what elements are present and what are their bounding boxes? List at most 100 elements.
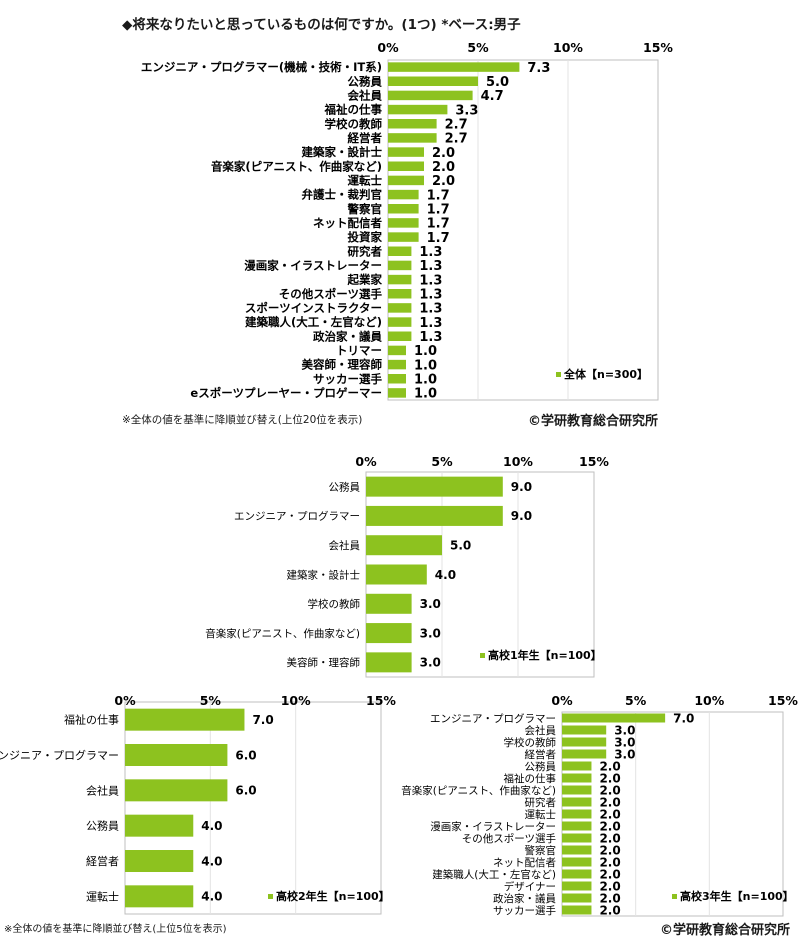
- value-label: 1.3: [419, 245, 442, 260]
- bar: [388, 374, 406, 384]
- note-bottom: ※全体の値を基準に降順並び替え(上位5位を表示): [4, 924, 227, 935]
- value-label: 2.0: [432, 146, 455, 161]
- value-label: 3.0: [420, 656, 441, 670]
- bar: [366, 623, 412, 644]
- bar: [366, 652, 412, 673]
- bar: [388, 147, 424, 157]
- category-label: 美容師・理容師: [302, 358, 383, 372]
- copyright-bottom: ©学研教育総合研究所: [660, 923, 791, 938]
- value-label: 7.3: [527, 61, 550, 76]
- category-label: 建築家・設計士: [302, 145, 383, 159]
- value-label: 2.7: [445, 117, 468, 132]
- value-label: 1.7: [427, 231, 450, 246]
- value-label: 7.0: [673, 711, 694, 725]
- value-label: 3.0: [614, 747, 635, 761]
- bar: [388, 189, 419, 200]
- tick-label: 10%: [503, 454, 533, 469]
- tick-label: 0%: [114, 693, 136, 708]
- bar: [366, 476, 503, 497]
- category-label: デザイナー: [504, 880, 556, 893]
- value-label: 3.0: [420, 597, 441, 611]
- bar: [125, 744, 228, 766]
- bar: [125, 850, 194, 872]
- category-label: 経営者: [525, 748, 557, 761]
- category-label: 美容師・理容師: [287, 656, 361, 669]
- bar: [388, 232, 419, 242]
- bar: [388, 104, 448, 115]
- category-label: 研究者: [525, 796, 557, 809]
- chart-3: 0% 5% 10% 15% 福祉の仕事 7.0 エンジニア・プログラマー 6.0 会社員 6.0 公…: [0, 693, 396, 915]
- bar: [562, 725, 607, 735]
- tick-label: 5%: [200, 693, 222, 708]
- value-label: 1.3: [419, 287, 442, 302]
- value-label: 2.0: [599, 903, 620, 917]
- category-label: ネット配信者: [493, 857, 556, 869]
- bar: [125, 814, 194, 837]
- category-label: 警察官: [347, 202, 383, 216]
- category-label: 政治家・議員: [493, 892, 556, 905]
- tick-label: 15%: [768, 693, 798, 708]
- legend-swatch: [672, 894, 677, 899]
- chart-4: 0% 5% 10% 15% エンジニア・プログラマー 7.0 会社員 3.0 学校の教師 3.0 経…: [401, 693, 798, 917]
- bar: [388, 161, 424, 171]
- bar: [366, 535, 442, 556]
- category-label: 音楽家(ピアニスト、作曲家など): [211, 159, 382, 173]
- bar: [388, 62, 520, 72]
- category-label: その他スポーツ選手: [279, 287, 383, 301]
- category-label: 会社員: [525, 724, 557, 737]
- value-label: 1.3: [419, 302, 442, 317]
- bar: [388, 274, 412, 285]
- bar: [125, 779, 228, 802]
- value-label: 4.0: [201, 890, 222, 904]
- tick-label: 15%: [366, 693, 396, 708]
- bar: [562, 893, 592, 903]
- copyright-top: ©学研教育総合研究所: [528, 414, 659, 429]
- bar: [562, 761, 592, 771]
- bar: [562, 785, 592, 795]
- chart-2: 0% 5% 10% 15% 公務員 9.0 エンジニア・プログラマー 9.0 会社員 5.0 建築家…: [205, 454, 609, 678]
- value-label: 4.0: [435, 568, 456, 582]
- category-label: 起業家: [347, 273, 383, 287]
- bar: [388, 303, 412, 313]
- category-label: エンジニア・プログラマー: [0, 748, 119, 762]
- tick-label: 10%: [281, 693, 311, 708]
- value-label: 5.0: [450, 539, 471, 553]
- bar: [562, 821, 592, 831]
- value-label: 2.7: [445, 132, 468, 147]
- category-label: 公務員: [348, 74, 383, 88]
- value-label: 6.0: [235, 784, 256, 798]
- value-label: 4.0: [201, 819, 222, 833]
- legend-label: 高校2年生【n=100】: [276, 889, 390, 903]
- tick-label: 0%: [377, 40, 399, 55]
- bar: [562, 749, 607, 759]
- value-label: 1.7: [427, 217, 450, 232]
- category-label: 漫画家・イラストレーター: [430, 820, 556, 833]
- category-label: 会社員: [86, 783, 119, 797]
- tick-label: 0%: [551, 693, 573, 708]
- bar: [388, 289, 412, 299]
- category-label: 学校の教師: [504, 736, 557, 749]
- tick-label: 15%: [643, 40, 673, 55]
- legend-label: 高校3年生【n=100】: [680, 889, 794, 903]
- category-label: 経営者: [86, 854, 119, 868]
- bar: [388, 204, 419, 214]
- value-label: 3.0: [614, 723, 635, 737]
- bar: [562, 797, 592, 807]
- bar: [562, 737, 607, 747]
- value-label: 1.0: [414, 372, 437, 387]
- legend-label: 高校1年生【n=100】: [488, 648, 602, 662]
- tick-label: 5%: [625, 693, 647, 708]
- category-label: 投資家: [348, 230, 383, 244]
- category-label: 建築職人(大工・左官など): [432, 868, 556, 881]
- bar: [388, 175, 424, 186]
- bar: [366, 505, 503, 526]
- category-label: 研究者: [348, 244, 383, 258]
- bar: [388, 260, 412, 271]
- category-label: 漫画家・イラストレーター: [244, 259, 382, 273]
- category-label: 運転士: [348, 174, 383, 188]
- category-label: 学校の教師: [325, 117, 383, 131]
- category-label: トリマー: [336, 344, 382, 358]
- chart-1: 0% 5% 10% 15% エンジニア・プログラマー(機械・技術・IT系) 7.3 公務員 5…: [141, 40, 674, 402]
- category-label: 運転士: [86, 890, 119, 903]
- category-label: 経営者: [348, 131, 383, 145]
